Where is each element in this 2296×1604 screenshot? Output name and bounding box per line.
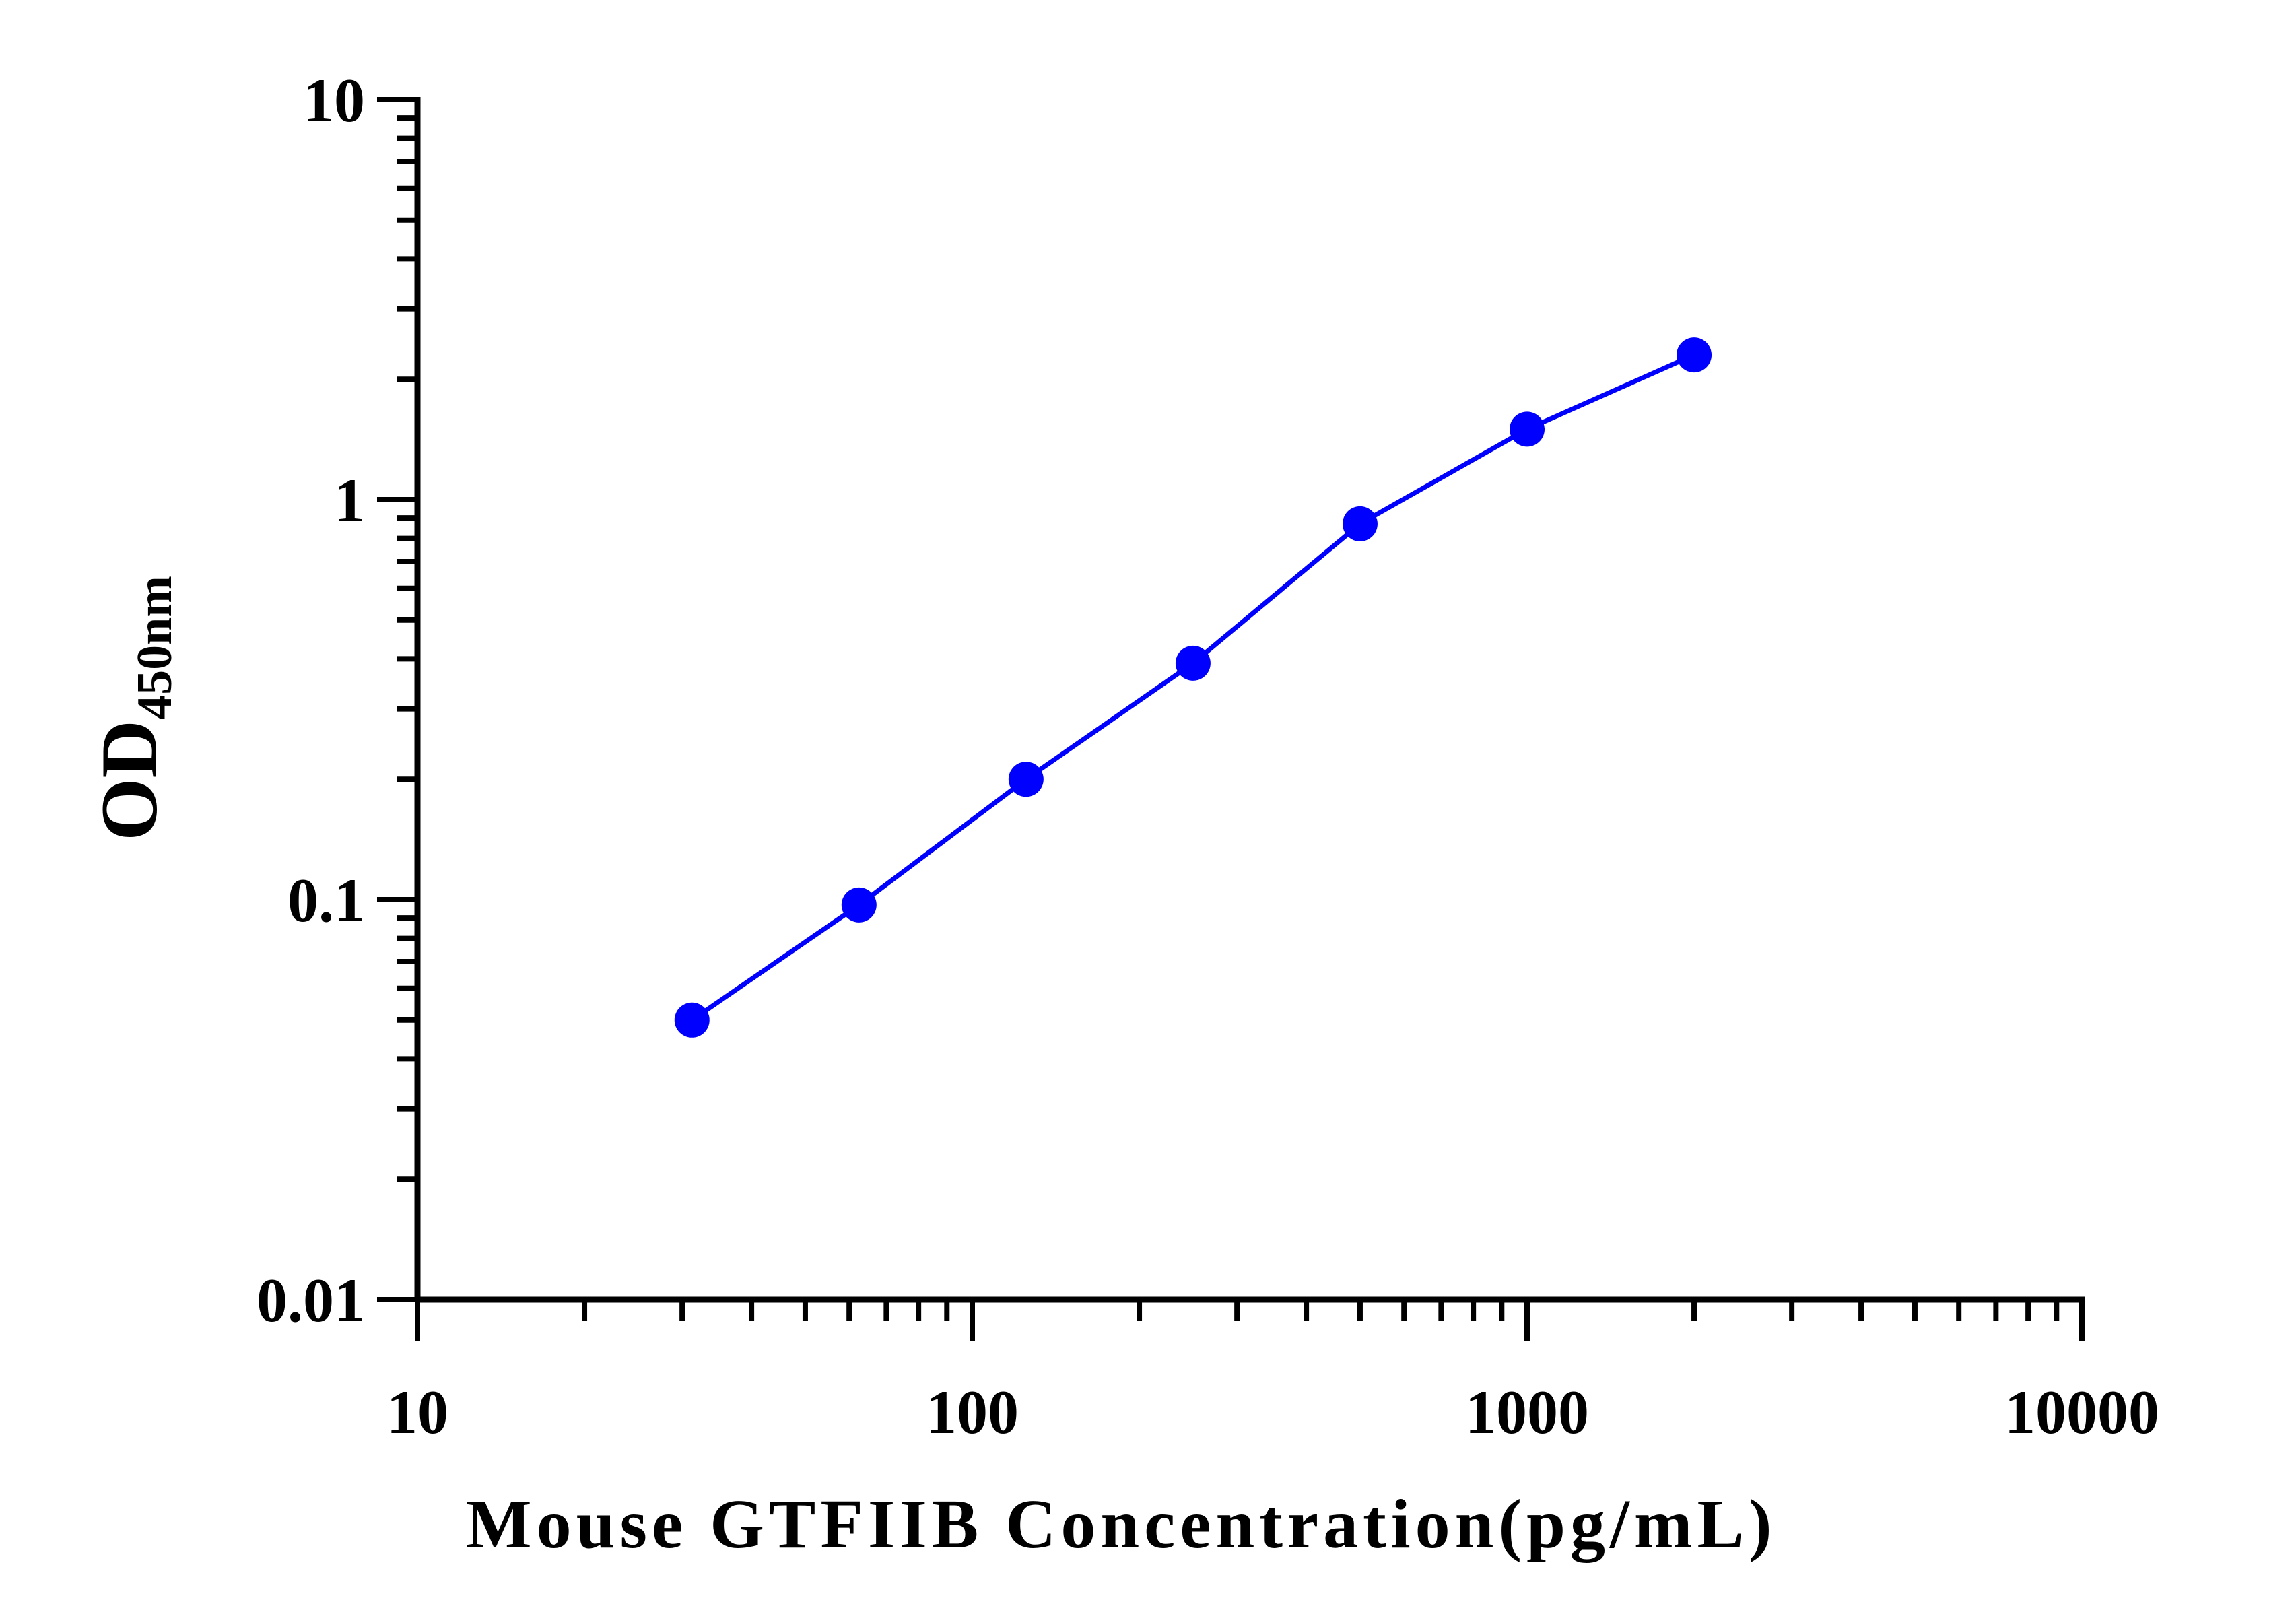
data-point: [1510, 411, 1545, 447]
series-line: [690, 352, 1695, 1022]
x-tick-label: 100: [926, 1378, 1019, 1446]
data-point: [841, 887, 877, 923]
x-tick-label: 1000: [1465, 1378, 1589, 1446]
y-axis-title: OD450nm: [84, 576, 182, 841]
y-axis: 0.01 0.1 1 10: [257, 66, 421, 1335]
y-tick-label: 1: [334, 466, 365, 535]
data-point: [1175, 645, 1211, 681]
data-point: [1677, 337, 1712, 373]
x-axis: 10 100 1000 10000: [386, 1296, 2159, 1446]
y-axis-title-main: OD: [84, 720, 174, 841]
data-point: [1342, 506, 1378, 541]
y-tick-label: 0.1: [288, 866, 365, 935]
data-point: [1008, 762, 1044, 797]
y-tick-label: 0.01: [257, 1266, 365, 1335]
x-tick-label: 10: [386, 1378, 448, 1446]
y-axis-title-subscript: 450nm: [127, 576, 182, 720]
data-point: [674, 1002, 710, 1038]
x-axis-title: Mouse GTFIIB Concentration(pg/mL): [466, 1485, 1777, 1563]
x-tick-label: 10000: [2004, 1378, 2159, 1446]
series-layer: [674, 337, 1712, 1038]
y-tick-label: 10: [303, 66, 365, 135]
